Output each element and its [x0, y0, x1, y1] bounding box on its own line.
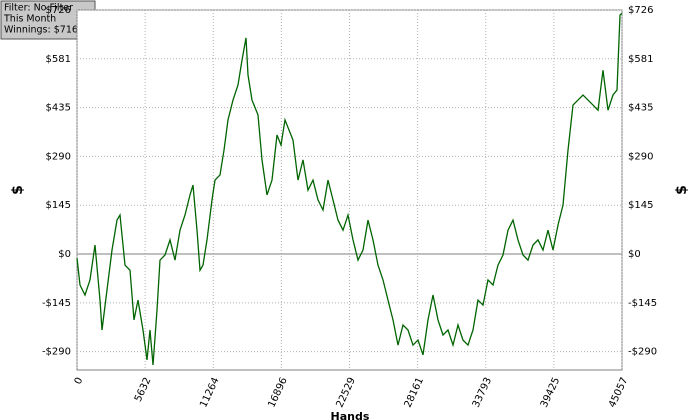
- x-tick-label: 0: [73, 376, 86, 386]
- info-line: This Month: [3, 14, 56, 25]
- y-tick-label-right: $0: [628, 249, 641, 260]
- y-tick-label: $726: [46, 5, 71, 16]
- x-tick-label: 22529: [335, 376, 358, 409]
- x-tick-label: 11264: [198, 376, 221, 409]
- y-tick-label-right: $290: [628, 151, 653, 162]
- y-tick-label: $145: [46, 200, 71, 211]
- info-line: Winnings: $716.21: [4, 25, 93, 36]
- x-tick-label: 16896: [266, 376, 289, 409]
- y-axis-label-right: $: [674, 185, 690, 195]
- y-tick-label: $581: [46, 54, 71, 65]
- info-line: Filter: No Filter: [4, 3, 73, 14]
- y-tick-label: $0: [58, 249, 71, 260]
- y-tick-label: $290: [46, 151, 71, 162]
- y-tick-label-right: $726: [628, 5, 653, 16]
- y-tick-label-right: -$290: [628, 347, 657, 358]
- x-axis-label: Hands: [331, 410, 370, 420]
- x-tick-label: 39425: [539, 376, 562, 409]
- x-tick-label: 5632: [133, 376, 154, 404]
- y-tick-label: -$145: [42, 298, 71, 309]
- y-tick-label-right: -$145: [628, 298, 657, 309]
- y-tick-label-right: $435: [628, 103, 653, 114]
- winnings-line: [76, 12, 623, 366]
- y-tick-label-right: $145: [628, 200, 653, 211]
- x-tick-label: 33793: [471, 376, 494, 409]
- y-axis-label: $: [10, 185, 26, 195]
- y-tick-label: -$290: [42, 347, 71, 358]
- x-tick-label: 45057: [607, 376, 630, 409]
- y-tick-label-right: $581: [628, 54, 653, 65]
- y-tick-label: $435: [46, 103, 71, 114]
- x-tick-label: 28161: [403, 376, 426, 409]
